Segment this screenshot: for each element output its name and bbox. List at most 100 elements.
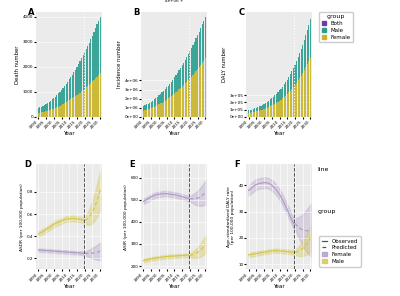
Bar [198, 67, 200, 117]
Bar [157, 97, 158, 105]
Bar [148, 109, 149, 117]
Bar [148, 104, 149, 109]
Bar [196, 38, 197, 71]
Bar [174, 94, 175, 117]
Bar [152, 101, 153, 107]
Bar [96, 25, 98, 77]
Bar [300, 49, 302, 75]
Bar [200, 28, 201, 65]
Bar [299, 53, 300, 78]
Bar [182, 86, 183, 117]
Bar [41, 112, 42, 117]
Bar [257, 111, 258, 117]
Bar [254, 108, 255, 112]
Bar [196, 71, 197, 117]
Bar [304, 40, 305, 70]
Text: E: E [129, 160, 135, 169]
Bar [285, 82, 286, 96]
Bar [144, 105, 146, 110]
Bar [304, 70, 305, 117]
Bar [98, 75, 99, 117]
Bar [81, 59, 82, 91]
Bar [62, 104, 64, 117]
Bar [266, 102, 268, 108]
Bar [98, 20, 99, 75]
Bar [205, 17, 206, 58]
Bar [259, 107, 260, 111]
Bar [80, 61, 81, 93]
Bar [50, 101, 51, 110]
Bar [270, 106, 271, 117]
Bar [271, 105, 272, 117]
Bar [197, 35, 198, 69]
Bar [169, 97, 170, 117]
Bar [55, 108, 56, 117]
Bar [310, 19, 311, 58]
Bar [47, 111, 48, 117]
Bar [172, 80, 174, 95]
Bar [42, 112, 44, 117]
Bar [194, 73, 195, 117]
Bar [154, 107, 155, 117]
Bar [185, 83, 186, 117]
Bar [197, 69, 198, 117]
Bar [276, 103, 277, 117]
Bar [290, 91, 291, 117]
Bar [288, 92, 289, 117]
Legend: Both, Male, Female: Both, Male, Female [319, 12, 353, 42]
Bar [250, 110, 251, 113]
Bar [72, 98, 73, 117]
Bar [265, 103, 266, 108]
Text: F: F [234, 160, 240, 169]
Bar [291, 89, 292, 117]
Bar [296, 83, 297, 117]
Bar [56, 95, 58, 107]
Bar [265, 108, 266, 117]
Bar [273, 104, 274, 117]
Bar [157, 105, 158, 117]
Bar [80, 93, 81, 117]
Bar [75, 70, 76, 96]
Bar [274, 95, 276, 104]
Bar [160, 94, 161, 104]
Bar [166, 87, 167, 99]
X-axis label: Year: Year [168, 131, 180, 136]
Bar [307, 30, 308, 64]
Bar [90, 39, 92, 83]
Bar [248, 113, 249, 117]
Bar [290, 74, 291, 91]
Bar [262, 105, 263, 110]
Bar [268, 107, 269, 117]
Bar [298, 81, 299, 117]
Y-axis label: Death number: Death number [15, 45, 20, 84]
Bar [279, 101, 280, 117]
Bar [55, 96, 56, 108]
Bar [66, 84, 67, 102]
Bar [302, 73, 303, 117]
Bar [67, 82, 68, 102]
Y-axis label: DALY number: DALY number [222, 47, 227, 82]
Bar [95, 78, 96, 117]
Bar [284, 97, 285, 117]
Text: group: group [317, 209, 336, 214]
Bar [84, 52, 85, 89]
Bar [175, 75, 176, 92]
Bar [164, 101, 166, 117]
Bar [189, 51, 190, 78]
Bar [48, 102, 50, 110]
Bar [64, 103, 65, 117]
Bar [298, 57, 299, 81]
Bar [175, 92, 176, 117]
Bar [182, 65, 183, 86]
Bar [67, 102, 68, 117]
Bar [250, 113, 251, 117]
Bar [151, 102, 152, 108]
Bar [293, 87, 294, 117]
Bar [52, 109, 53, 117]
Bar [305, 35, 306, 67]
Bar [59, 106, 60, 117]
Bar [89, 85, 90, 117]
X-axis label: Year: Year [63, 131, 75, 136]
Bar [166, 99, 167, 117]
Bar [151, 108, 152, 117]
